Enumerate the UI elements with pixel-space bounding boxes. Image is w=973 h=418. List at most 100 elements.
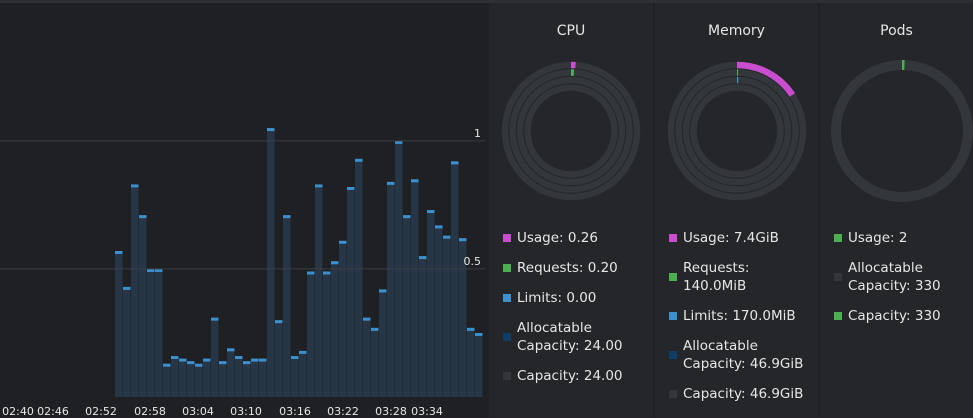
y-tick-label: 1: [474, 127, 481, 140]
bar: [427, 210, 435, 397]
bar: [379, 289, 387, 397]
legend-label: Capacity: 330: [848, 308, 941, 324]
legend-label: Capacity: 46.9GiB: [683, 386, 804, 402]
ring-arc: [831, 60, 973, 202]
bar-cap: [411, 179, 419, 183]
bar-cap: [475, 332, 483, 336]
bar: [355, 158, 363, 397]
legend-label: Capacity: 24.00: [517, 368, 623, 384]
bar: [219, 361, 227, 397]
ring-track: [516, 76, 626, 186]
bar: [171, 356, 179, 397]
x-tick-label: 03:34: [411, 405, 443, 418]
ring-arc: [675, 69, 799, 193]
legend-label: Usage: 0.26: [517, 230, 598, 246]
bar: [131, 184, 139, 397]
bar: [315, 184, 323, 397]
ring-track: [682, 76, 792, 186]
bar-cap: [275, 320, 283, 324]
bar: [251, 358, 259, 397]
bar: [187, 361, 195, 397]
bar: [443, 235, 451, 397]
bar-cap: [179, 358, 187, 362]
ring-chart: [501, 61, 641, 201]
legend-item: Capacity: 330: [834, 307, 970, 325]
ring-track: [831, 60, 973, 202]
legend-swatch: [669, 351, 677, 359]
bar-cap: [267, 128, 275, 132]
x-tick-label: 03:16: [279, 405, 311, 418]
bar: [347, 186, 355, 397]
legend-label: Usage: 7.4GiB: [683, 230, 779, 246]
bar: [139, 215, 147, 397]
legend-label: Allocatable Capacity: 46.9GiB: [683, 338, 804, 372]
bar: [363, 317, 371, 397]
legend-label: Requests: 0.20: [517, 260, 618, 276]
bar: [283, 215, 291, 397]
bar: [211, 317, 219, 397]
bar-cap: [227, 348, 235, 352]
legend-item: Allocatable Capacity: 24.00: [503, 319, 639, 355]
legend-label: Requests: 140.0MiB: [683, 260, 750, 294]
bar-cap: [459, 238, 467, 242]
bar-cap: [115, 251, 123, 255]
bar-cap: [131, 184, 139, 188]
metric-panel: Pods Usage: 2 Allocatable Capacity: 330 Cap…: [820, 3, 973, 418]
bar: [451, 161, 459, 397]
legend-swatch: [503, 234, 511, 242]
bar-cap: [155, 268, 163, 272]
legend-swatch: [503, 333, 511, 341]
x-tick-label: 02:52: [85, 405, 117, 418]
legend-item: Allocatable Capacity: 46.9GiB: [669, 337, 805, 373]
legend: Usage: 7.4GiB Requests: 140.0MiB Limits: 1…: [669, 229, 805, 403]
bar-cap: [123, 286, 131, 290]
bar-cap: [323, 271, 331, 275]
metric-panel: Memory Usage: 7.4GiB Requests: 140.0MiB Lim…: [655, 3, 818, 418]
bar-cap: [139, 215, 147, 219]
bar: [147, 268, 155, 397]
bar-cap: [315, 184, 323, 188]
legend-item: Capacity: 24.00: [503, 367, 639, 385]
bar-cap: [291, 356, 299, 360]
bar-cap: [363, 317, 371, 321]
bar: [323, 271, 331, 397]
legend-item: Usage: 7.4GiB: [669, 229, 805, 247]
legend-label: Limits: 170.0MiB: [683, 308, 796, 324]
bar-cap: [307, 271, 315, 275]
bar-cap: [147, 268, 155, 272]
bar-cap: [387, 181, 395, 185]
bar-cap: [395, 140, 403, 144]
x-tick-label: 02:46: [37, 405, 69, 418]
bar: [179, 358, 187, 397]
legend-swatch: [669, 312, 677, 320]
legend-item: Requests: 0.20: [503, 259, 639, 277]
ring-arc: [509, 69, 633, 193]
ring-track: [524, 84, 618, 178]
legend-label: Allocatable Capacity: 24.00: [517, 320, 623, 354]
ring-arc: [667, 61, 807, 201]
bar: [195, 363, 203, 397]
bar: [155, 268, 163, 397]
bar-cap: [443, 235, 451, 239]
bar-cap: [187, 361, 195, 365]
bar: [419, 256, 427, 397]
legend-swatch: [834, 273, 842, 281]
bar-cap: [467, 327, 475, 331]
legend-item: Limits: 0.00: [503, 289, 639, 307]
bar-cap: [259, 358, 267, 362]
bar-cap: [235, 356, 243, 360]
legend-swatch: [503, 294, 511, 302]
bar: [235, 356, 243, 397]
y-tick-label: 0.5: [464, 255, 482, 268]
x-tick-label: 02:40: [2, 405, 34, 418]
bar: [331, 261, 339, 397]
bar-cap: [331, 261, 339, 265]
bar: [163, 363, 171, 397]
bar-cap: [451, 161, 459, 165]
bar-cap: [163, 363, 171, 367]
bar: [403, 215, 411, 397]
bar: [475, 332, 483, 397]
x-tick-label: 03:28: [375, 405, 407, 418]
legend-label: Limits: 0.00: [517, 290, 597, 306]
